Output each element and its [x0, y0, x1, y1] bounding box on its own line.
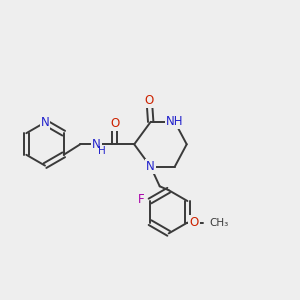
Text: N: N [92, 138, 101, 151]
Text: F: F [138, 193, 144, 206]
Text: N: N [40, 116, 50, 129]
Text: O: O [189, 215, 199, 229]
Text: N: N [146, 160, 155, 173]
Text: H: H [98, 146, 106, 156]
Text: O: O [110, 117, 119, 130]
Text: NH: NH [166, 115, 184, 128]
Text: CH₃: CH₃ [209, 218, 228, 228]
Text: O: O [145, 94, 154, 107]
